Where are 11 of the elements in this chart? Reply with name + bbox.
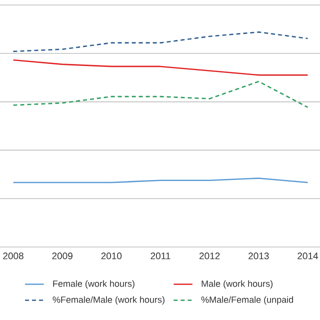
legend-label: Male (work hours) xyxy=(202,280,273,289)
x-tick-label: 2009 xyxy=(52,252,72,260)
x-tick-label: 2010 xyxy=(101,252,122,260)
x-tick-label: 2008 xyxy=(3,252,24,260)
legend-label: %Female/Male (work hours) xyxy=(52,296,164,305)
x-tick-label: 2012 xyxy=(199,252,220,260)
x-tick-label: 2014 xyxy=(298,252,318,260)
legend-label: Female (work hours) xyxy=(53,280,134,289)
x-tick-label: 2013 xyxy=(248,252,269,260)
x-tick-label: 2011 xyxy=(150,252,170,260)
legend-label: %Male/Female (unpaid xyxy=(201,296,294,305)
